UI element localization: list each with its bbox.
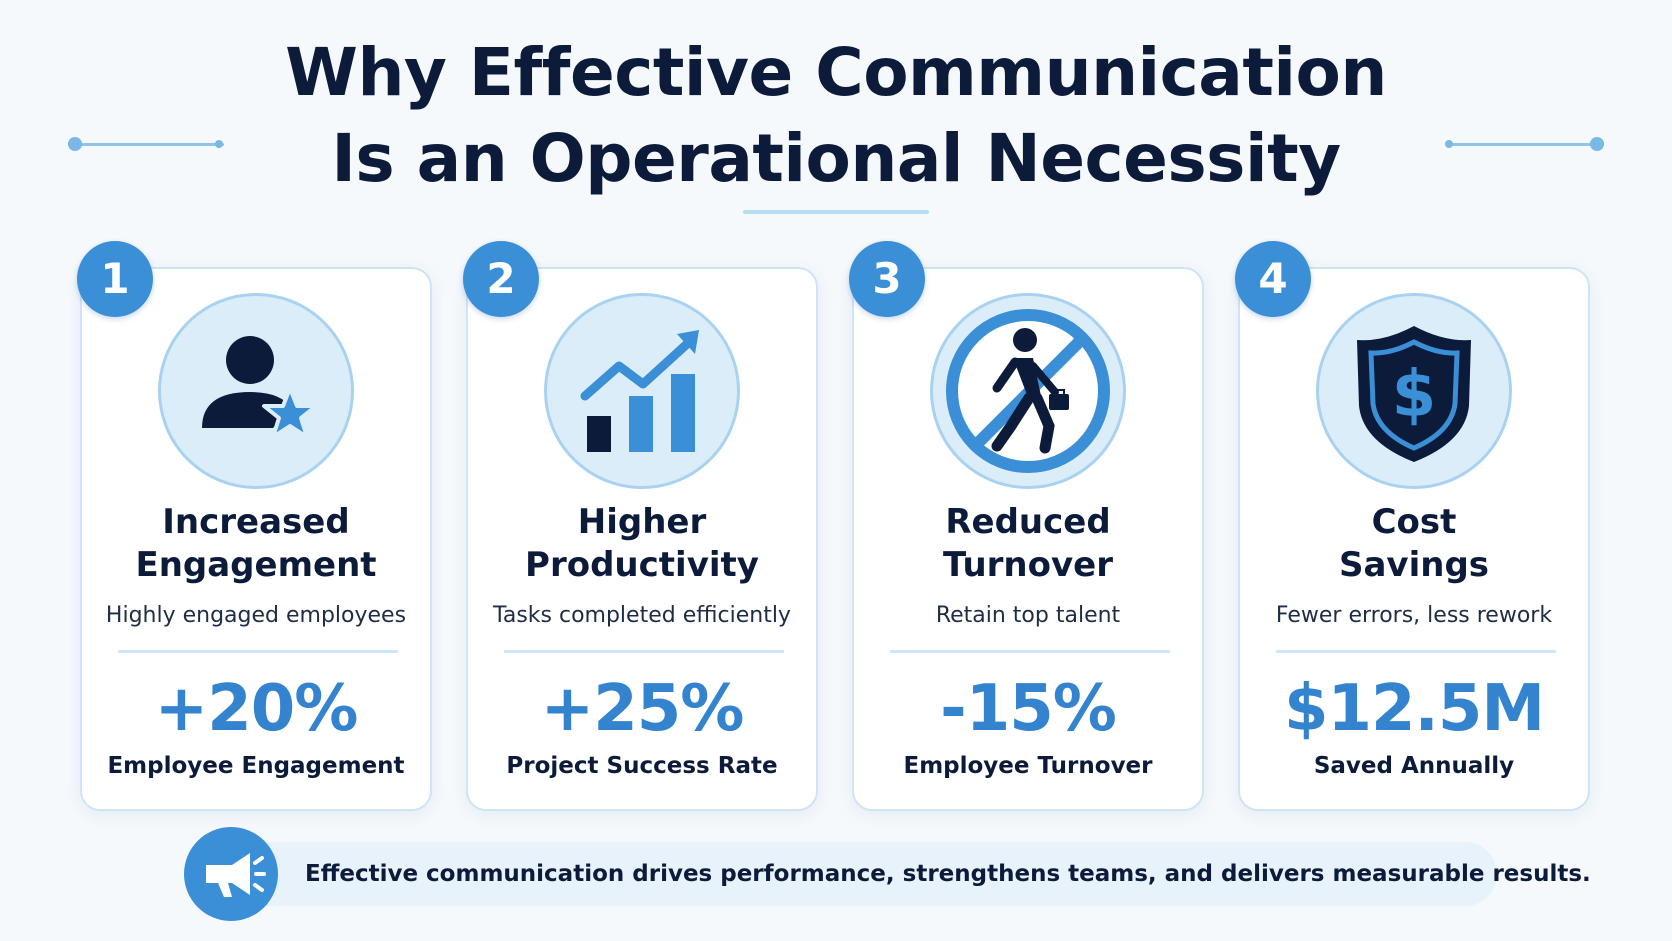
card-title-line-2: Engagement: [135, 545, 377, 585]
card-reduced-turnover: 3 Reduced Turnover Retain top talent -15…: [849, 241, 1204, 811]
card-stat-value: +20%: [154, 672, 359, 746]
card-cost-savings: 4 $ Cost Savings Fewer errors, less rewo…: [1235, 241, 1590, 811]
title-underline: [743, 210, 929, 214]
decorative-line-left: [74, 143, 224, 146]
card-stat-label: Employee Engagement: [107, 753, 405, 779]
card-stat-value: +25%: [540, 672, 745, 746]
card-title-line-1: Reduced: [945, 502, 1111, 542]
card-number-badge: 3: [849, 241, 925, 317]
svg-text:$: $: [1392, 358, 1437, 432]
card-number-badge: 1: [77, 241, 153, 317]
card-description: Tasks completed efficiently: [493, 603, 791, 628]
title-line-2: Is an Operational Necessity: [331, 120, 1341, 197]
card-title: Cost Savings: [1240, 501, 1588, 587]
card-description: Highly engaged employees: [105, 603, 407, 628]
card-title-line-2: Savings: [1338, 545, 1490, 585]
card-title-line-1: Increased: [162, 502, 350, 542]
growth-chart-icon: [544, 293, 740, 489]
person-star-icon: [158, 293, 354, 489]
card-title-line-2: Turnover: [943, 545, 1113, 585]
title-line-1: Why Effective Communication: [285, 34, 1387, 111]
decorative-dot: [1590, 137, 1604, 151]
megaphone-icon: [184, 827, 278, 921]
card-stat-value: $12.5M: [1283, 672, 1545, 746]
card-stat-value: -15%: [940, 672, 1117, 746]
card-title-line-1: Higher: [577, 502, 707, 542]
card-title: Reduced Turnover: [854, 501, 1202, 587]
shield-dollar-icon: $: [1316, 293, 1512, 489]
card-stat-label: Saved Annually: [1313, 753, 1515, 779]
card-description: Fewer errors, less rework: [1275, 603, 1553, 628]
decorative-dot: [68, 137, 82, 151]
card-number-badge: 2: [463, 241, 539, 317]
card-title-line-2: Productivity: [525, 545, 759, 585]
card-number-badge: 4: [1235, 241, 1311, 317]
page-title: Why Effective Communication Is an Operat…: [0, 30, 1672, 202]
card-increased-engagement: 1 Increased Engagement Highly engaged em…: [77, 241, 432, 811]
card-divider: [118, 650, 398, 653]
decorative-line-right: [1448, 143, 1598, 146]
footer-message: Effective communication drives performan…: [305, 861, 1591, 887]
card-title-line-1: Cost: [1371, 502, 1457, 542]
card-divider: [1276, 650, 1556, 653]
card-title: Increased Engagement: [82, 501, 430, 587]
card-divider: [890, 650, 1170, 653]
card-higher-productivity: 2 Higher Productivity Tasks completed ef…: [463, 241, 818, 811]
card-description: Retain top talent: [935, 603, 1121, 628]
decorative-dot: [215, 140, 223, 148]
card-stat-label: Project Success Rate: [506, 753, 778, 779]
card-title: Higher Productivity: [468, 501, 816, 587]
card-stat-label: Employee Turnover: [903, 753, 1153, 779]
decorative-dot: [1445, 140, 1453, 148]
card-divider: [504, 650, 784, 653]
footer-banner: [235, 842, 1497, 906]
no-walking-away-icon: [930, 293, 1126, 489]
